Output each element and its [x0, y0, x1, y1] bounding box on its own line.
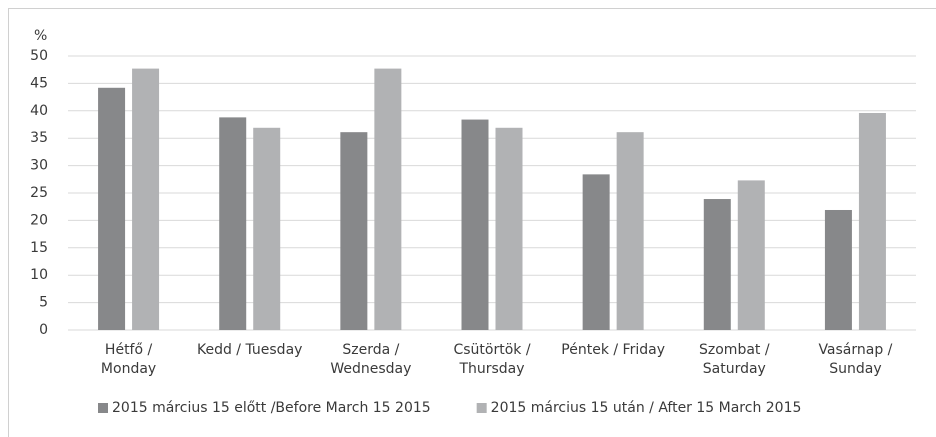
x-tick-label: Vasárnap / Sunday	[818, 342, 892, 377]
y-tick-label: 20	[30, 212, 48, 228]
bar	[616, 132, 644, 330]
x-tick-label-line: Saturday	[703, 361, 766, 377]
x-tick-label-line: Csütörtök /	[453, 342, 530, 358]
y-tick-label: 10	[30, 267, 48, 283]
bar	[582, 174, 610, 330]
bar	[132, 68, 160, 330]
y-axis-label: %	[34, 28, 47, 44]
bar	[703, 199, 731, 330]
bar	[340, 132, 368, 330]
x-tick-label-line: Péntek / Friday	[561, 342, 665, 358]
x-tick-label-line: Hétfő /	[105, 342, 153, 358]
y-tick-label: 0	[39, 322, 48, 338]
bar	[461, 119, 489, 331]
y-tick-label: 35	[30, 130, 48, 146]
y-tick-label: 15	[30, 240, 48, 256]
y-tick-label: 5	[39, 295, 48, 311]
legend-swatch	[476, 403, 487, 413]
x-tick-label: Szombat / Saturday	[699, 342, 770, 377]
x-tick-label-line: Kedd / Tuesday	[197, 342, 302, 358]
legend-label: 2015 március 15 előtt /Before March 15 2…	[112, 400, 431, 416]
x-tick-label: Kedd / Tuesday	[197, 342, 302, 358]
bar	[858, 112, 886, 330]
bar	[219, 117, 247, 330]
x-tick-label-line: Szerda /	[342, 342, 399, 358]
y-tick-label: 40	[30, 103, 48, 119]
x-tick-label: Hétfő / Monday	[101, 342, 156, 377]
x-tick-label-line: Szombat /	[699, 342, 770, 358]
legend-swatch	[98, 403, 108, 413]
legend-label: 2015 március 15 után / After 15 March 20…	[491, 400, 802, 416]
bar	[495, 127, 523, 331]
y-tick-label: 50	[30, 48, 48, 64]
x-tick-label: Szerda / Wednesday	[330, 342, 411, 377]
x-tick-label: Csütörtök / Thursday	[453, 342, 530, 377]
x-tick-label-line: Vasárnap /	[818, 342, 892, 358]
x-tick-label-line: Monday	[101, 361, 156, 377]
x-tick-label-line: Wednesday	[330, 361, 411, 377]
chart-frame	[8, 8, 936, 437]
x-tick-label-line: Sunday	[829, 361, 881, 377]
y-tick-label: 30	[30, 158, 48, 174]
x-tick-label: Péntek / Friday	[561, 342, 665, 358]
bar	[824, 209, 852, 330]
bar	[374, 68, 402, 330]
bar	[98, 87, 126, 330]
bar	[737, 180, 765, 330]
y-tick-label: 45	[30, 75, 48, 91]
x-tick-label-line: Thursday	[458, 361, 524, 377]
y-tick-label: 25	[30, 185, 48, 201]
bar	[253, 127, 281, 331]
